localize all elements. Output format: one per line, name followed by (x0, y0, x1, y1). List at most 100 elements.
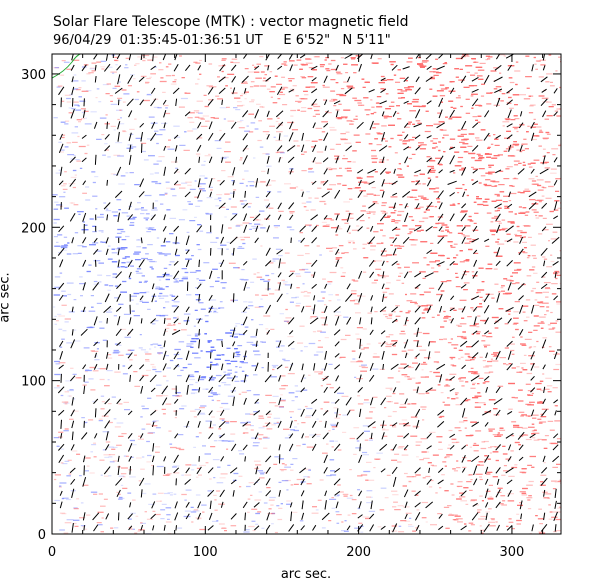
field-pixel (499, 170, 504, 172)
field-pixel (179, 187, 186, 189)
field-pixel (125, 64, 128, 66)
field-pixel (55, 320, 59, 322)
field-pixel (267, 288, 271, 290)
field-pixel (546, 310, 549, 312)
field-pixel (99, 368, 106, 370)
field-pixel (381, 255, 388, 257)
field-pixel (250, 81, 255, 83)
field-pixel (341, 395, 349, 397)
field-pixel (223, 118, 226, 120)
field-pixel (468, 522, 474, 524)
field-pixel (108, 354, 112, 356)
field-pixel (216, 400, 221, 402)
field-pixel (172, 395, 180, 397)
field-pixel (106, 83, 111, 85)
field-pixel (369, 211, 376, 213)
field-pixel (468, 474, 473, 476)
field-pixel (458, 378, 462, 380)
field-pixel (243, 279, 249, 281)
field-pixel (351, 279, 355, 281)
field-pixel (458, 95, 461, 97)
field-pixel (133, 371, 138, 373)
field-pixel (476, 292, 479, 294)
field-pixel (151, 181, 158, 183)
field-pixel (415, 444, 421, 446)
field-pixel (174, 278, 180, 280)
field-pixel (337, 484, 341, 486)
field-pixel (501, 285, 505, 287)
field-pixel (52, 194, 58, 196)
field-pixel (330, 90, 336, 92)
field-pixel (123, 313, 131, 315)
field-pixel (212, 311, 219, 314)
field-pixel (480, 515, 488, 518)
field-pixel (146, 93, 151, 96)
field-pixel (110, 100, 113, 102)
field-pixel (350, 361, 358, 363)
field-pixel (92, 195, 98, 197)
field-pixel (502, 201, 508, 203)
field-pixel (337, 484, 341, 486)
field-pixel (518, 252, 521, 254)
field-pixel (282, 86, 288, 88)
field-pixel (254, 354, 261, 356)
field-pixel (284, 320, 289, 322)
field-pixel (164, 330, 168, 332)
field-pixel (95, 208, 98, 210)
field-pixel (329, 423, 336, 425)
field-pixel (168, 63, 172, 65)
field-pixel (130, 528, 133, 530)
field-pixel (270, 504, 274, 506)
field-pixel (278, 507, 283, 509)
field-pixel (290, 469, 294, 471)
field-pixel (301, 389, 308, 391)
field-pixel (193, 509, 199, 511)
field-pixel (521, 472, 526, 474)
field-pixel (272, 260, 276, 262)
field-pixel (508, 313, 511, 315)
field-pixel (488, 521, 495, 523)
field-pixel (108, 421, 113, 424)
field-pixel (246, 287, 250, 289)
field-pixel (214, 308, 218, 310)
field-pixel (273, 225, 280, 227)
field-pixel (267, 288, 271, 290)
field-pixel (72, 253, 78, 255)
field-pixel (444, 465, 447, 467)
field-pixel (165, 301, 170, 303)
field-pixel (440, 230, 445, 232)
field-pixel (443, 134, 449, 136)
field-pixel (213, 494, 217, 496)
field-pixel (236, 224, 243, 226)
field-pixel (293, 429, 299, 432)
field-pixel (423, 257, 427, 259)
field-pixel (382, 235, 386, 237)
field-pixel (351, 499, 357, 501)
field-pixel (344, 167, 348, 170)
field-pixel (408, 366, 412, 368)
field-pixel (264, 74, 267, 76)
field-pixel (295, 95, 299, 97)
field-pixel (251, 508, 258, 510)
field-pixel (78, 377, 82, 379)
field-pixel (191, 469, 195, 471)
field-pixel (142, 301, 149, 303)
field-pixel (226, 347, 231, 349)
field-pixel (547, 420, 554, 422)
field-pixel (98, 250, 103, 252)
field-pixel (449, 307, 455, 309)
field-pixel (407, 378, 412, 380)
field-pixel (301, 422, 306, 424)
field-pixel (353, 72, 357, 74)
field-pixel (230, 421, 237, 423)
field-pixel (329, 459, 335, 461)
field-pixel (200, 405, 207, 407)
field-pixel (353, 187, 360, 189)
field-pixel (381, 212, 388, 214)
field-pixel (545, 296, 549, 298)
field-pixel (157, 252, 163, 254)
field-pixel (479, 476, 482, 478)
field-pixel (123, 93, 130, 95)
field-pixel (240, 324, 244, 326)
field-pixel (85, 90, 92, 92)
